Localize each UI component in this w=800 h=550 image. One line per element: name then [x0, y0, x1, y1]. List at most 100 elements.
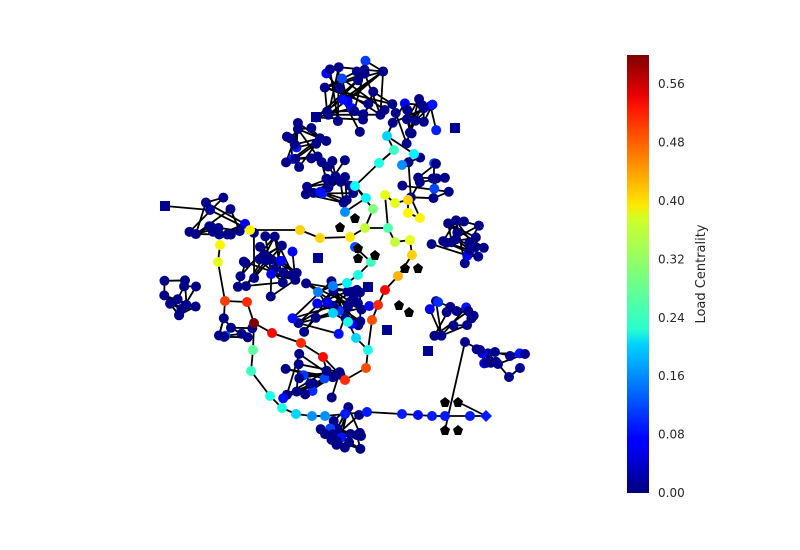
graph-node [240, 257, 251, 268]
graph-node-pentagon [353, 243, 363, 253]
graph-node [299, 326, 310, 337]
graph-node [393, 271, 403, 281]
graph-node-pentagon [440, 397, 450, 407]
graph-node [443, 218, 454, 229]
graph-node [325, 64, 336, 75]
graph-node [336, 73, 347, 84]
graph-edge [292, 305, 334, 320]
graph-node [286, 269, 297, 280]
graph-node [333, 328, 344, 339]
graph-node [289, 139, 300, 150]
graph-node [358, 109, 369, 120]
graph-node [415, 213, 425, 223]
graph-edge [447, 222, 477, 239]
graph-node [363, 345, 373, 355]
graph-node [389, 145, 399, 155]
graph-node [443, 186, 454, 197]
graph-node [390, 237, 400, 247]
graph-node [343, 317, 353, 327]
graph-node [300, 189, 311, 200]
graph-node [361, 363, 371, 373]
graph-node [321, 365, 332, 376]
graph-node [300, 389, 311, 400]
graph-node [218, 192, 229, 203]
graph-node [179, 281, 190, 292]
graph-node [354, 126, 365, 137]
graph-node [320, 411, 330, 421]
graph-edge [366, 411, 403, 415]
graph-node [337, 94, 348, 105]
graph-node [390, 107, 401, 118]
graph-node [397, 160, 407, 170]
graph-node [322, 297, 333, 308]
graph-node [301, 278, 312, 289]
graph-node [313, 287, 323, 297]
graph-node [359, 64, 370, 75]
graph-node [380, 285, 390, 295]
colorbar-tick-label: 0.00 [658, 486, 685, 500]
graph-node [333, 62, 344, 73]
graph-node [326, 392, 337, 403]
graph-node [265, 291, 276, 302]
graph-node [341, 194, 352, 205]
graph-node [222, 229, 233, 240]
graph-node [291, 386, 302, 397]
graph-node [242, 332, 253, 343]
graph-node [360, 223, 370, 233]
graph-node [172, 294, 183, 305]
graph-node [414, 177, 425, 188]
graph-node [318, 352, 328, 362]
graph-edge [298, 363, 340, 374]
graph-node-square [423, 346, 433, 356]
graph-node [355, 443, 366, 454]
graph-node [410, 115, 421, 126]
graph-edge [431, 243, 468, 257]
graph-node-pentagon [335, 222, 345, 232]
graph-node [403, 195, 413, 205]
graph-node [427, 99, 438, 110]
graph-node [387, 117, 398, 128]
colorbar-tick-label: 0.56 [658, 77, 685, 91]
graph-node [293, 359, 304, 370]
graph-node [363, 98, 374, 109]
graph-node [364, 301, 375, 312]
graph-node [327, 429, 338, 440]
graph-node [255, 241, 266, 252]
graph-node [505, 351, 515, 361]
graph-node [307, 411, 317, 421]
graph-node-square [160, 201, 170, 211]
graph-node [439, 172, 450, 183]
graph-node-pentagon [394, 300, 404, 310]
graph-node [348, 290, 359, 301]
graph-node [276, 255, 287, 266]
graph-node [368, 86, 379, 97]
graph-node [342, 278, 352, 288]
graph-edge [316, 290, 348, 305]
graph-node [339, 442, 350, 453]
graph-node [290, 153, 301, 164]
graph-node [320, 429, 331, 440]
graph-node [429, 330, 440, 341]
graph-node [331, 439, 342, 450]
graph-node [470, 232, 481, 243]
graph-node-square [382, 325, 392, 335]
graph-node [225, 322, 236, 333]
graph-node [260, 231, 271, 242]
graph-node [335, 176, 346, 187]
graph-node [378, 66, 389, 77]
graph-node [368, 204, 378, 214]
graph-node [220, 296, 230, 306]
graph-node [351, 66, 362, 77]
graph-node [379, 104, 390, 115]
graph-node [302, 181, 313, 192]
graph-node [248, 345, 258, 355]
graph-node [278, 267, 289, 278]
graph-node [292, 124, 303, 135]
graph-node-pentagon [413, 263, 423, 273]
graph-node [312, 298, 323, 309]
graph-node [490, 347, 500, 357]
graph-node [351, 333, 361, 343]
graph-node [281, 157, 292, 168]
graph-edge [297, 128, 319, 157]
graph-node [340, 207, 350, 217]
